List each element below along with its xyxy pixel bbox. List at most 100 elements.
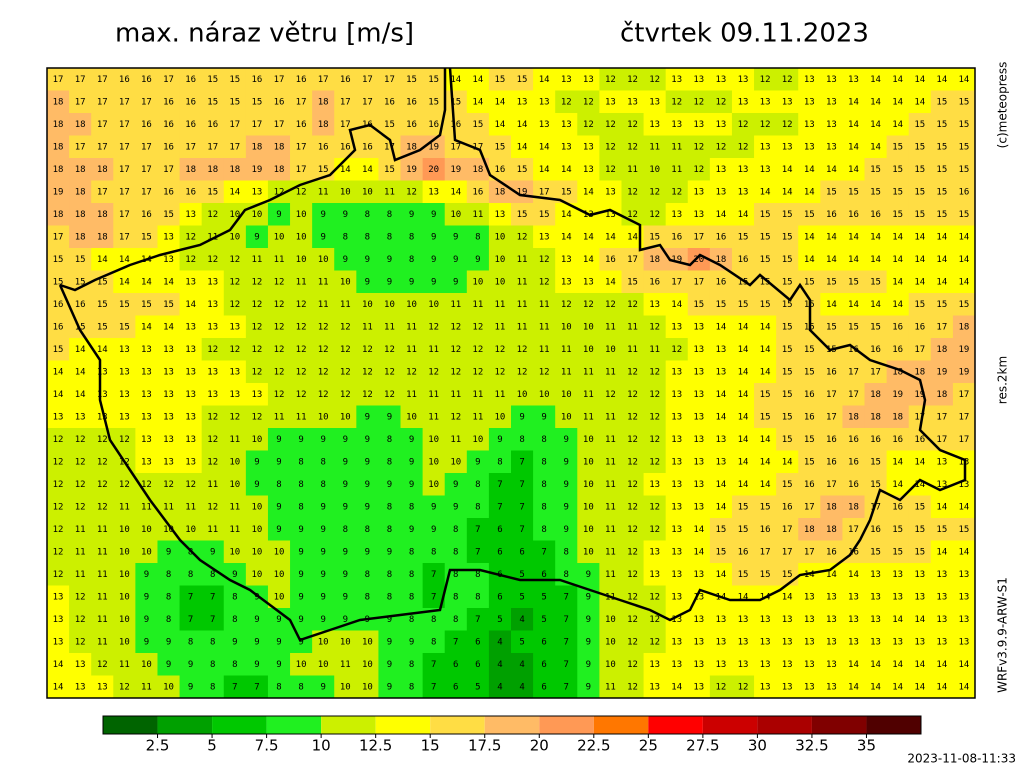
cell-value: 15	[959, 165, 970, 175]
cell	[201, 158, 225, 181]
cell-value: 16	[141, 75, 152, 85]
cell-value: 12	[251, 322, 262, 332]
cell-value: 13	[649, 480, 660, 490]
cell	[179, 135, 203, 159]
cell	[798, 135, 821, 159]
cell-value: 12	[53, 547, 64, 557]
cell-value: 15	[229, 97, 240, 107]
colorbar-box	[648, 716, 703, 734]
cell-value: 13	[693, 457, 704, 467]
cell-value: 8	[166, 592, 171, 602]
cell-value: 12	[53, 570, 64, 580]
cell-value: 17	[97, 142, 108, 152]
cell	[356, 338, 379, 361]
cell-value: 10	[229, 457, 240, 467]
cell-value: 9	[254, 660, 259, 670]
cell	[245, 540, 269, 564]
cell-value: 8	[519, 435, 524, 445]
cell	[776, 135, 799, 159]
cell-value: 8	[298, 682, 303, 692]
cell-value: 8	[210, 637, 215, 647]
cell-value: 12	[627, 525, 638, 535]
cell	[91, 360, 114, 384]
cell-value: 11	[671, 142, 682, 152]
cell-value: 12	[428, 322, 439, 332]
cell	[290, 405, 313, 429]
cell	[378, 518, 402, 541]
cell	[776, 248, 799, 271]
cell	[69, 450, 92, 474]
cell	[312, 248, 335, 271]
cell	[687, 563, 711, 586]
cell-value: 6	[475, 660, 480, 670]
cell-value: 13	[693, 435, 704, 445]
cell	[356, 450, 379, 474]
cell-value: 14	[738, 457, 749, 467]
cell	[665, 360, 689, 384]
cell-value: 12	[340, 322, 351, 332]
cell	[201, 630, 225, 654]
cell-value: 17	[671, 277, 682, 287]
cell	[267, 68, 291, 91]
cell-value: 15	[782, 412, 793, 422]
cell-value: 8	[365, 525, 370, 535]
cell	[267, 270, 291, 294]
cell	[908, 675, 932, 699]
cell-value: 11	[472, 300, 483, 310]
cell	[466, 495, 490, 519]
cell-value: 8	[541, 525, 546, 535]
cell	[157, 405, 181, 429]
cell-value: 16	[296, 120, 307, 130]
cell-value: 15	[782, 322, 793, 332]
cell-value: 9	[519, 412, 524, 422]
cell	[687, 113, 711, 136]
cell	[223, 203, 247, 226]
cell-value: 9	[188, 660, 193, 670]
cell-value: 16	[384, 97, 395, 107]
cell-value: 17	[959, 435, 970, 445]
cell-value: 7	[519, 480, 524, 490]
cell	[820, 270, 843, 294]
cell	[930, 360, 954, 384]
cell	[290, 270, 313, 294]
cell	[135, 158, 158, 181]
cell-value: 11	[384, 187, 395, 197]
cell	[422, 113, 446, 136]
cell	[179, 630, 203, 654]
cell-value: 14	[715, 570, 726, 580]
cell-value: 9	[298, 525, 303, 535]
cell	[334, 473, 357, 496]
cell-value: 11	[627, 345, 638, 355]
cell	[798, 203, 821, 226]
cell	[245, 68, 269, 91]
cell	[356, 473, 379, 496]
cell	[555, 608, 578, 631]
cell-value: 17	[340, 120, 351, 130]
cell-value: 8	[387, 210, 392, 220]
cell-value: 13	[870, 592, 881, 602]
cell	[820, 495, 843, 519]
cell	[91, 315, 114, 339]
cell	[245, 450, 269, 474]
cell-value: 9	[365, 435, 370, 445]
cell	[157, 180, 181, 204]
cell-value: 10	[495, 277, 506, 287]
cell-value: 17	[207, 142, 218, 152]
cell-value: 8	[541, 502, 546, 512]
cell-value: 15	[450, 97, 461, 107]
cell	[820, 248, 843, 271]
cell	[930, 270, 954, 294]
cell	[312, 293, 335, 316]
cell-value: 13	[826, 142, 837, 152]
cell	[687, 450, 711, 474]
cell	[466, 653, 490, 676]
cell-value: 14	[826, 300, 837, 310]
cell-value: 8	[210, 570, 215, 580]
cell	[157, 608, 181, 631]
cell	[422, 180, 446, 204]
cell-value: 14	[738, 480, 749, 490]
cell	[466, 293, 490, 316]
cell	[466, 383, 490, 406]
cell	[908, 608, 932, 631]
cell-value: 7	[564, 682, 569, 692]
